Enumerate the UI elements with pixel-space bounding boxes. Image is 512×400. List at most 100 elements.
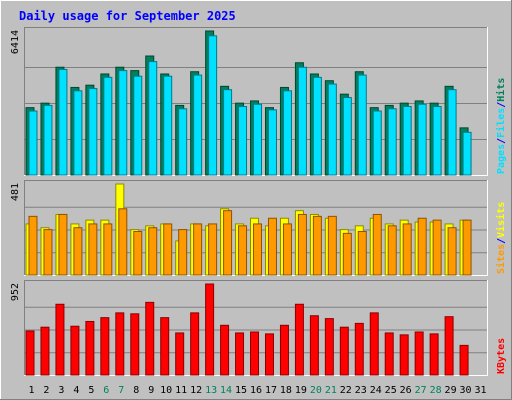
bar-kbytes <box>250 331 260 376</box>
x-tick-label: 19 <box>295 385 307 396</box>
bar-kbytes <box>264 333 274 376</box>
bar-files <box>432 106 442 176</box>
x-tick-label: 7 <box>118 385 124 396</box>
x-tick-label: 9 <box>148 385 154 396</box>
bar-sites <box>387 225 397 276</box>
bar-kbytes <box>384 332 394 376</box>
x-tick-label: 20 <box>310 385 322 396</box>
bar-sites <box>88 223 98 276</box>
bar-kbytes <box>205 283 215 376</box>
bar-kbytes <box>175 332 185 376</box>
bar-files <box>28 110 38 176</box>
bar-kbytes <box>85 320 95 376</box>
x-tick-label: 8 <box>133 385 139 396</box>
bar-files <box>88 88 98 176</box>
x-tick-label: 29 <box>445 385 457 396</box>
chart-title: Daily usage for September 2025 <box>19 9 236 23</box>
bar-files <box>342 97 352 176</box>
x-tick-label: 5 <box>88 385 94 396</box>
bar-sites <box>282 223 292 276</box>
bar-kbytes <box>294 303 304 376</box>
panel-1: 6414 Pages/Files/Hits <box>10 27 507 176</box>
bar-sites <box>312 215 322 276</box>
panel-3: 952 KBytes <box>10 280 507 376</box>
x-tick-label: 14 <box>220 385 232 396</box>
x-tick-label: 28 <box>430 385 442 396</box>
bar-sites <box>73 227 83 276</box>
bar-kbytes <box>429 333 439 376</box>
bar-kbytes <box>459 344 469 376</box>
x-axis: 1 2 3 4 5 6 7 8 9 10 11 12 13 14 15 16 17 18 19 20 21 22 23 24 2… <box>28 385 486 396</box>
bar-sites <box>238 225 248 276</box>
bar-sites <box>253 223 263 276</box>
bar-sites <box>133 230 143 276</box>
bar-kbytes <box>444 316 454 376</box>
bar-sites <box>118 208 128 276</box>
legend: KBytes <box>496 338 507 374</box>
y-max-label: 952 <box>10 283 21 301</box>
bar-sites <box>208 223 218 276</box>
x-tick-label: 30 <box>460 385 472 396</box>
legend: Pages/Files/Hits <box>495 78 507 174</box>
legend-entry: Pages <box>496 144 507 174</box>
legend-entry: Visits <box>495 202 507 238</box>
bar-files <box>103 76 113 176</box>
bar-files <box>462 131 472 176</box>
bar-files <box>372 110 382 176</box>
bar-sites <box>342 232 352 276</box>
bar-sites <box>402 223 412 276</box>
bar-files <box>208 35 218 176</box>
bar-kbytes <box>339 326 349 376</box>
bar-kbytes <box>130 313 140 376</box>
bar-sites <box>178 229 188 276</box>
bar-sites <box>267 217 277 276</box>
x-tick-label: 25 <box>385 385 397 396</box>
bar-files <box>357 74 367 176</box>
panel-2: 481 Sites/Visits <box>10 180 507 276</box>
bar-kbytes <box>279 324 289 376</box>
legend-entry: Files <box>495 108 507 138</box>
bar-files <box>327 83 337 176</box>
bar-sites <box>43 229 53 276</box>
legend-entry: / <box>496 238 507 244</box>
bar-files <box>223 89 233 176</box>
x-tick-label: 11 <box>175 385 187 396</box>
x-tick-label: 2 <box>43 385 49 396</box>
bar-files <box>447 89 457 176</box>
bar-sites <box>417 217 427 276</box>
y-max-label: 6414 <box>10 30 21 54</box>
bar-files <box>148 61 158 176</box>
bar-sites <box>327 215 337 276</box>
bar-kbytes <box>324 318 334 376</box>
bar-sites <box>58 213 68 276</box>
legend-entry: Sites <box>495 244 507 274</box>
x-tick-label: 12 <box>190 385 202 396</box>
x-tick-label: 13 <box>205 385 217 396</box>
bar-sites <box>103 223 113 276</box>
x-tick-label: 27 <box>415 385 427 396</box>
bar-sites <box>372 213 382 276</box>
bar-kbytes <box>220 324 230 376</box>
x-tick-label: 6 <box>103 385 109 396</box>
legend: Sites/Visits <box>495 202 507 274</box>
bar-kbytes <box>25 330 35 376</box>
bar-sites <box>28 215 38 276</box>
bar-kbytes <box>160 317 170 376</box>
bar-kbytes <box>309 315 319 376</box>
bar-files <box>402 106 412 176</box>
bar-kbytes <box>399 334 409 376</box>
bar-files <box>133 75 143 176</box>
x-tick-label: 21 <box>325 385 337 396</box>
x-tick-label: 3 <box>58 385 64 396</box>
y-max-label: 481 <box>10 183 21 201</box>
bar-files <box>178 108 188 176</box>
bar-sites <box>462 219 472 276</box>
bar-kbytes <box>70 325 80 376</box>
x-tick-label: 16 <box>250 385 262 396</box>
x-tick-label: 15 <box>235 385 247 396</box>
bar-files <box>238 106 248 176</box>
x-tick-label: 10 <box>160 385 172 396</box>
x-tick-label: 1 <box>28 385 34 396</box>
